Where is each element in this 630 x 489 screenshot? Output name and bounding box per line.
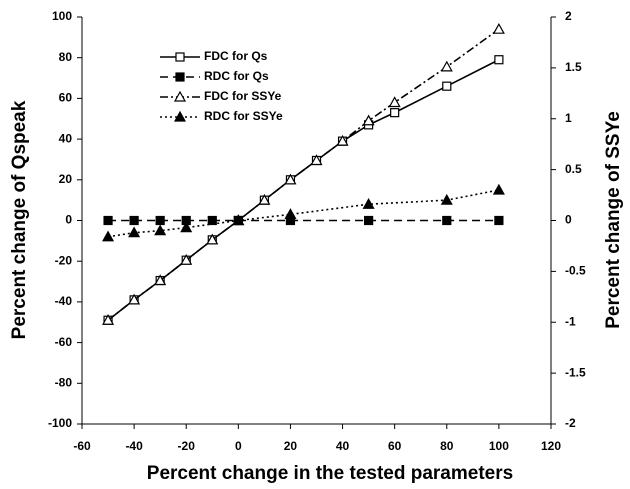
marker — [494, 215, 504, 226]
y-tick-label: 80 — [59, 50, 73, 64]
x-tick-label: 20 — [284, 439, 298, 453]
marker — [155, 215, 165, 226]
marker — [180, 221, 193, 233]
legend-label: RDC for SSYe — [204, 109, 283, 123]
marker — [102, 230, 115, 242]
marker — [129, 215, 139, 226]
y2-tick-label: 2 — [565, 9, 572, 23]
marker — [440, 60, 453, 72]
y-tick-label: -80 — [55, 375, 73, 389]
marker — [128, 293, 141, 305]
marker — [310, 154, 323, 166]
x-tick-label: -20 — [178, 439, 196, 453]
y2-axis-title: Percent change of SSYe — [603, 111, 624, 329]
series-line — [107, 59, 500, 321]
y2-tick-label: -1 — [565, 314, 576, 328]
marker — [206, 233, 219, 245]
series-line — [107, 189, 500, 238]
marker — [284, 208, 297, 219]
marker — [492, 183, 505, 195]
y-tick-label: 0 — [65, 213, 72, 227]
y-tick-label: 100 — [52, 9, 72, 23]
x-tick-label: 40 — [336, 439, 350, 453]
marker — [128, 226, 141, 238]
marker — [232, 214, 245, 226]
legend-label: FDC for SSYe — [204, 89, 282, 103]
marker — [103, 215, 113, 226]
marker — [102, 313, 115, 325]
x-tick-label: 80 — [440, 439, 454, 453]
y2-tick-label: 0.5 — [565, 162, 582, 176]
legend-marker — [173, 110, 187, 122]
marker — [442, 215, 452, 226]
y-tick-label: -40 — [55, 294, 73, 308]
marker — [284, 173, 297, 185]
y-axis-title: Percent change of Qspeak — [9, 100, 30, 339]
marker — [180, 253, 193, 265]
x-tick-label: 60 — [388, 439, 402, 453]
marker — [440, 193, 453, 205]
marker — [154, 274, 167, 286]
y2-tick-label: 1 — [565, 111, 572, 125]
x-tick-label: 0 — [235, 439, 242, 453]
marker — [336, 134, 349, 146]
y-tick-label: -20 — [55, 253, 73, 267]
legend-marker — [173, 90, 187, 102]
marker — [390, 108, 400, 118]
y2-tick-label: -1.5 — [565, 365, 586, 379]
y-tick-label: -60 — [55, 335, 73, 349]
legend-marker — [175, 52, 185, 62]
legend-marker — [175, 72, 185, 82]
marker — [362, 114, 375, 126]
x-tick-label: 120 — [541, 439, 561, 453]
series-line — [107, 28, 500, 321]
x-tick-label: -40 — [125, 439, 143, 453]
y-tick-label: 20 — [59, 172, 73, 186]
legend-label: RDC for Qs — [204, 69, 269, 83]
x-tick-label: -60 — [73, 439, 91, 453]
marker — [364, 215, 374, 226]
marker — [388, 96, 401, 108]
y-tick-label: -100 — [48, 416, 72, 430]
marker — [442, 81, 452, 91]
y2-tick-label: -2 — [565, 416, 576, 430]
x-tick-label: 100 — [489, 439, 509, 453]
y-tick-label: 60 — [59, 91, 73, 105]
y2-tick-label: 1.5 — [565, 60, 582, 74]
legend-label: FDC for Qs — [204, 49, 268, 63]
y2-tick-label: -0.5 — [565, 264, 586, 278]
marker — [154, 224, 167, 236]
marker — [494, 55, 504, 65]
marker — [362, 197, 375, 209]
x-axis-title: Percent change in the tested parameters — [147, 463, 513, 484]
marker — [207, 215, 217, 226]
marker — [492, 22, 505, 34]
y-tick-label: 40 — [59, 131, 73, 145]
y2-tick-label: 0 — [565, 213, 572, 227]
marker — [258, 193, 271, 205]
